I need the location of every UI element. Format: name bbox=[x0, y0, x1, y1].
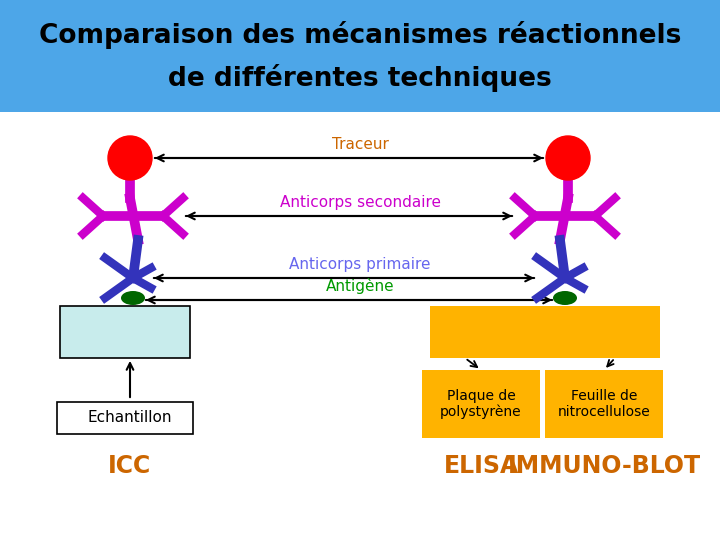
Text: de différentes techniques: de différentes techniques bbox=[168, 64, 552, 92]
Bar bbox=[545, 370, 663, 438]
Text: Echantillon: Echantillon bbox=[88, 410, 172, 426]
Text: ICC: ICC bbox=[109, 454, 152, 478]
Bar bbox=[57, 402, 193, 434]
Bar bbox=[430, 306, 660, 358]
Text: Plaque de
polystyrène: Plaque de polystyrène bbox=[440, 389, 522, 420]
Text: IMMUNO-BLOT: IMMUNO-BLOT bbox=[508, 454, 701, 478]
Text: Feuille de
nitrocellulose: Feuille de nitrocellulose bbox=[557, 389, 650, 419]
Circle shape bbox=[108, 136, 152, 180]
Text: Antigène: Antigène bbox=[325, 278, 395, 294]
Bar bbox=[0, 0, 720, 112]
Circle shape bbox=[546, 136, 590, 180]
Bar bbox=[422, 370, 540, 438]
Text: Comparaison des mécanismes réactionnels: Comparaison des mécanismes réactionnels bbox=[39, 21, 681, 49]
Text: ELISA: ELISA bbox=[444, 454, 518, 478]
Text: Traceur: Traceur bbox=[332, 137, 388, 152]
Ellipse shape bbox=[121, 291, 145, 305]
Bar bbox=[60, 306, 190, 358]
Ellipse shape bbox=[553, 291, 577, 305]
Text: Anticorps secondaire: Anticorps secondaire bbox=[279, 195, 441, 210]
Text: Anticorps primaire: Anticorps primaire bbox=[289, 257, 431, 272]
